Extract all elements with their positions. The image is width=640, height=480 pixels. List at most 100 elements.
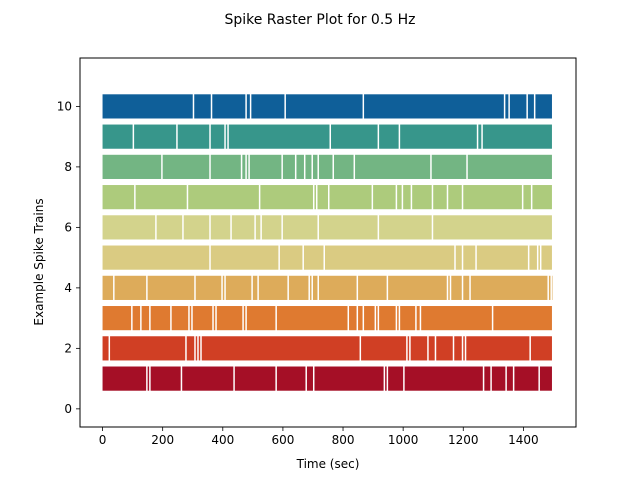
spike-mark [183,215,210,240]
spike-mark [431,154,467,179]
spike-mark [349,306,357,331]
spike-mark [212,94,246,119]
spike-mark [482,124,552,149]
spike-mark [192,306,213,331]
spike-mark [150,306,171,331]
spike-mark [222,275,225,300]
spike-mark [476,245,528,270]
spike-mark [194,94,211,119]
spike-mark [186,336,195,361]
x-tick-label: 800 [332,433,355,447]
x-tick-label: 1000 [388,433,419,447]
spike-mark [303,245,324,270]
spike-mark [314,366,384,391]
y-tick-label: 10 [57,99,72,113]
spike-mark [260,185,313,210]
spike-mark [535,94,552,119]
spike-train-4 [102,275,553,300]
spike-mark [358,275,387,300]
spike-mark [258,275,288,300]
plot-frame [79,57,577,428]
y-tick-label: 2 [64,341,72,355]
spike-mark [102,275,114,300]
spike-mark [551,275,553,300]
x-tick-label: 1400 [508,433,539,447]
spike-mark [379,306,396,331]
spike-mark [288,275,309,300]
spike-train-8 [102,154,552,179]
spike-mark [466,336,530,361]
spike-mark [314,185,316,210]
spike-mark [529,245,537,270]
spike-mark [317,185,328,210]
spike-mark [463,275,470,300]
spike-mark [509,94,527,119]
spike-mark [532,185,552,210]
spike-mark [135,185,187,210]
spike-mark [134,124,177,149]
spike-mark [261,215,282,240]
spike-mark [478,124,482,149]
spike-mark [312,154,318,179]
x-tick-label: 0 [99,433,107,447]
y-axis-label: Example Spike Trains [32,198,46,325]
x-axis: 0 200 400 600 800 1000 1200 1400 [99,427,539,447]
x-tick-label: 400 [211,433,234,447]
spike-train-6 [102,215,552,240]
spike-mark [470,275,548,300]
spike-mark [162,154,210,179]
spike-mark [102,185,135,210]
spike-mark [195,336,198,361]
spike-mark [403,185,411,210]
spike-train-9 [102,124,552,149]
spike-mark [455,245,462,270]
spike-mark [252,275,258,300]
x-tick-label: 200 [151,433,174,447]
y-tick-label: 8 [64,160,72,174]
spike-mark [433,215,552,240]
spike-mark [305,154,312,179]
spike-mark [407,336,410,361]
spike-mark [225,275,252,300]
spike-mark [538,245,540,270]
spike-mark [210,245,279,270]
spike-mark [150,366,181,391]
spike-mark [523,185,531,210]
y-tick-label: 0 [64,402,72,416]
spike-mark [463,336,465,361]
spike-mark [188,185,259,210]
spike-mark [102,336,109,361]
spike-mark [102,366,147,391]
spike-mark [210,154,241,179]
spike-mark [527,94,534,119]
y-tick-label: 6 [64,220,72,234]
spike-mark [334,154,354,179]
spike-mark [102,245,210,270]
spike-mark [400,306,416,331]
spike-mark [189,306,192,331]
spike-mark [141,306,150,331]
spike-mark [246,94,250,119]
spike-mark [329,185,372,210]
spike-mark [388,275,447,300]
spike-mark [463,185,522,210]
spike-train-5 [102,245,552,270]
spike-mark [102,215,156,240]
spike-mark [201,336,360,361]
spike-mark [376,306,378,331]
spike-mark [358,306,363,331]
spike-mark [412,185,432,210]
spike-mark [102,124,133,149]
spike-train-10 [102,94,552,119]
spike-mark [147,275,195,300]
spike-mark [156,215,183,240]
spike-mark [210,215,231,240]
spike-mark [541,245,552,270]
spike-train-3 [102,306,552,331]
spike-mark [285,94,363,119]
spike-mark [318,275,357,300]
spike-mark [355,154,431,179]
spike-mark [246,306,276,331]
spike-mark [410,336,428,361]
